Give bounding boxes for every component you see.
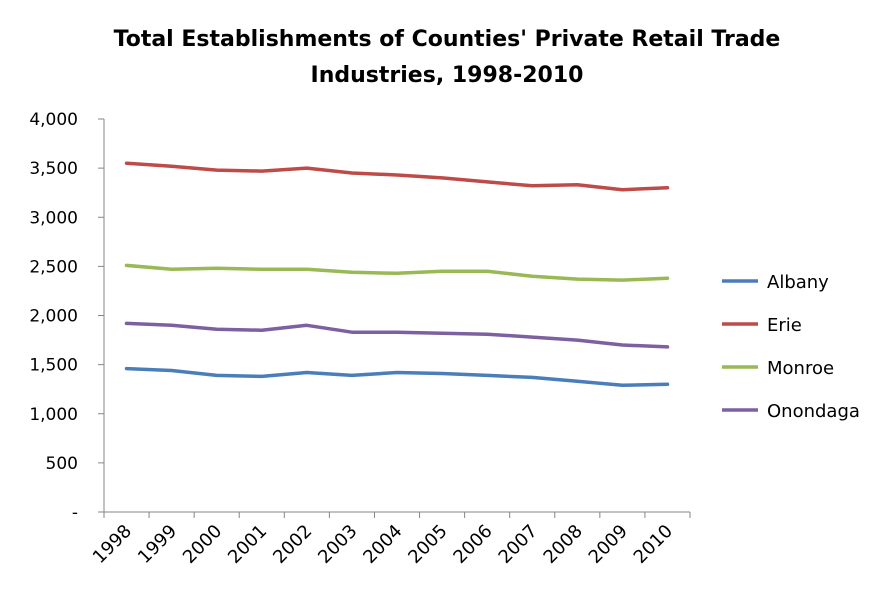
y-tick-label: 2,000 bbox=[29, 307, 78, 327]
series-line-erie bbox=[124, 161, 670, 192]
chart-title-line-1: Total Establishments of Counties' Privat… bbox=[114, 27, 781, 52]
plot-area bbox=[124, 161, 670, 388]
chart-title: Total Establishments of Counties' Privat… bbox=[114, 27, 781, 88]
y-tick-label: 1,000 bbox=[29, 405, 78, 425]
x-tick-label: 2008 bbox=[540, 521, 587, 568]
y-tick-label: - bbox=[72, 503, 78, 523]
x-tick-label: 2005 bbox=[404, 521, 451, 568]
series-line-albany bbox=[124, 366, 670, 388]
y-tick-label: 2,500 bbox=[29, 257, 78, 277]
x-tick-label: 2004 bbox=[359, 521, 406, 568]
x-tick-label: 1999 bbox=[134, 521, 181, 568]
legend-label-albany: Albany bbox=[767, 272, 829, 293]
series-line-onondaga bbox=[124, 321, 670, 349]
x-tick-label: 1998 bbox=[89, 521, 136, 568]
legend-label-monroe: Monroe bbox=[767, 358, 834, 379]
legend-label-onondaga: Onondaga bbox=[767, 401, 860, 422]
x-tick-label: 2002 bbox=[269, 521, 316, 568]
y-tick-label: 1,500 bbox=[29, 356, 78, 376]
y-tick-label: 4,000 bbox=[29, 110, 78, 130]
series-line-monroe bbox=[124, 263, 670, 282]
x-tick-label: 2007 bbox=[495, 521, 542, 568]
x-tick-label: 2000 bbox=[179, 521, 226, 568]
x-tick-label: 2001 bbox=[224, 521, 271, 568]
chart-title-line-2: Industries, 1998-2010 bbox=[311, 63, 584, 88]
y-tick-label: 3,500 bbox=[29, 159, 78, 179]
y-tick-label: 3,000 bbox=[29, 208, 78, 228]
x-tick-label: 2006 bbox=[449, 521, 496, 568]
y-axis: - 500 1,000 1,500 2,000 2,500 3,000 3,500 4,000 bbox=[29, 110, 105, 523]
y-tick-label: 500 bbox=[46, 454, 78, 474]
x-tick-label: 2010 bbox=[630, 521, 677, 568]
x-axis: 1998199920002001200220032004200520062007… bbox=[89, 511, 691, 568]
x-tick-label: 2003 bbox=[314, 521, 361, 568]
legend: Albany Erie Monroe Onondaga bbox=[722, 272, 860, 422]
legend-label-erie: Erie bbox=[767, 315, 802, 336]
x-tick-label: 2009 bbox=[585, 521, 632, 568]
